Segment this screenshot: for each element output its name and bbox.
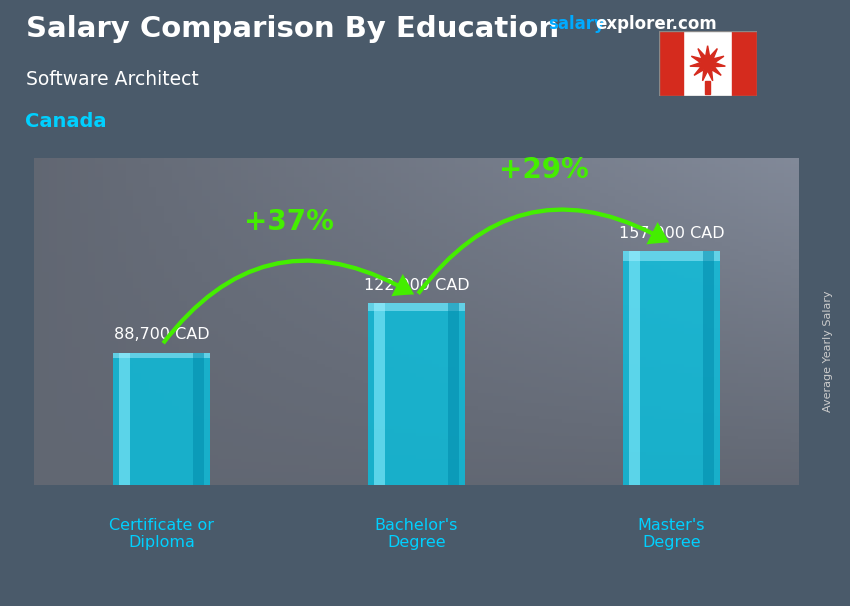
Bar	[732, 31, 756, 96]
Bar	[368, 304, 465, 485]
Text: Bachelor's
Degree: Bachelor's Degree	[375, 518, 458, 550]
Text: +37%: +37%	[244, 208, 334, 236]
Bar	[447, 304, 459, 485]
Text: Master's
Degree: Master's Degree	[638, 518, 706, 550]
Bar	[629, 251, 641, 485]
Text: 122,000 CAD: 122,000 CAD	[364, 278, 469, 293]
Text: Average Yearly Salary: Average Yearly Salary	[823, 291, 833, 412]
Polygon shape	[690, 45, 725, 81]
FancyArrowPatch shape	[162, 259, 414, 344]
Text: Canada: Canada	[26, 112, 107, 131]
Text: 88,700 CAD: 88,700 CAD	[114, 327, 209, 342]
Text: explorer.com: explorer.com	[595, 15, 717, 33]
Text: salary: salary	[548, 15, 605, 33]
Text: Certificate or
Diploma: Certificate or Diploma	[109, 518, 214, 550]
Bar	[113, 353, 210, 358]
Bar	[659, 31, 683, 96]
Bar	[192, 353, 204, 485]
Polygon shape	[705, 81, 711, 93]
Bar	[119, 353, 131, 485]
FancyArrowPatch shape	[416, 207, 669, 295]
Bar	[623, 251, 720, 261]
Text: +29%: +29%	[499, 156, 589, 184]
Bar	[113, 353, 210, 485]
Text: 157,000 CAD: 157,000 CAD	[619, 226, 724, 241]
Text: Software Architect: Software Architect	[26, 70, 198, 88]
Bar	[368, 304, 465, 311]
Bar	[623, 251, 720, 485]
Bar	[702, 251, 714, 485]
Text: Salary Comparison By Education: Salary Comparison By Education	[26, 15, 558, 43]
Bar	[374, 304, 386, 485]
